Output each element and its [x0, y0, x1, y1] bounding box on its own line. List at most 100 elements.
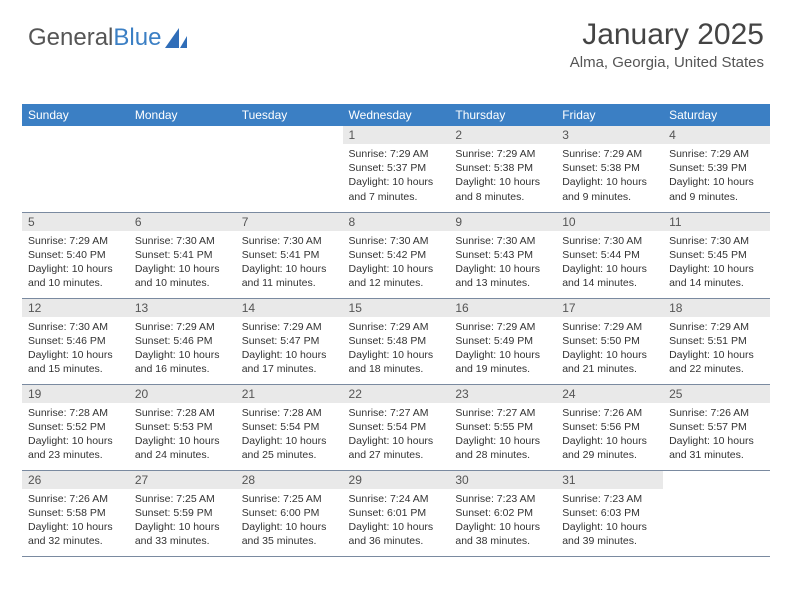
day-number: 20 — [129, 385, 236, 403]
calendar-day-cell: 25Sunrise: 7:26 AMSunset: 5:57 PMDayligh… — [663, 384, 770, 470]
sunrise-text: Sunrise: 7:29 AM — [669, 320, 764, 334]
day-number: 1 — [343, 126, 450, 144]
sunset-text: Sunset: 5:58 PM — [28, 506, 123, 520]
calendar-day-cell: 1Sunrise: 7:29 AMSunset: 5:37 PMDaylight… — [343, 126, 450, 212]
sunrise-text: Sunrise: 7:26 AM — [669, 406, 764, 420]
sunset-text: Sunset: 5:55 PM — [455, 420, 550, 434]
calendar-day-cell: 26Sunrise: 7:26 AMSunset: 5:58 PMDayligh… — [22, 470, 129, 556]
day-details: Sunrise: 7:26 AMSunset: 5:56 PMDaylight:… — [556, 403, 663, 467]
day-details: Sunrise: 7:29 AMSunset: 5:49 PMDaylight:… — [449, 317, 556, 381]
day-number: 29 — [343, 471, 450, 489]
daylight-text: Daylight: 10 hours and 38 minutes. — [455, 520, 550, 548]
calendar-week-row: 12Sunrise: 7:30 AMSunset: 5:46 PMDayligh… — [22, 298, 770, 384]
calendar-day-cell: 13Sunrise: 7:29 AMSunset: 5:46 PMDayligh… — [129, 298, 236, 384]
day-number: 21 — [236, 385, 343, 403]
daylight-text: Daylight: 10 hours and 14 minutes. — [562, 262, 657, 290]
day-number: 31 — [556, 471, 663, 489]
day-details: Sunrise: 7:29 AMSunset: 5:38 PMDaylight:… — [449, 144, 556, 208]
daylight-text: Daylight: 10 hours and 29 minutes. — [562, 434, 657, 462]
calendar-day-cell: 15Sunrise: 7:29 AMSunset: 5:48 PMDayligh… — [343, 298, 450, 384]
calendar-day-cell: 2Sunrise: 7:29 AMSunset: 5:38 PMDaylight… — [449, 126, 556, 212]
day-details: Sunrise: 7:30 AMSunset: 5:42 PMDaylight:… — [343, 231, 450, 295]
calendar-day-cell — [663, 470, 770, 556]
calendar-day-cell: 27Sunrise: 7:25 AMSunset: 5:59 PMDayligh… — [129, 470, 236, 556]
sunrise-text: Sunrise: 7:30 AM — [349, 234, 444, 248]
day-number: 10 — [556, 213, 663, 231]
day-details: Sunrise: 7:29 AMSunset: 5:38 PMDaylight:… — [556, 144, 663, 208]
calendar-day-cell: 5Sunrise: 7:29 AMSunset: 5:40 PMDaylight… — [22, 212, 129, 298]
calendar-day-cell: 21Sunrise: 7:28 AMSunset: 5:54 PMDayligh… — [236, 384, 343, 470]
day-details: Sunrise: 7:29 AMSunset: 5:39 PMDaylight:… — [663, 144, 770, 208]
sunrise-text: Sunrise: 7:25 AM — [242, 492, 337, 506]
sunrise-text: Sunrise: 7:29 AM — [349, 147, 444, 161]
day-details — [22, 144, 129, 151]
day-details — [236, 144, 343, 151]
calendar-day-cell: 22Sunrise: 7:27 AMSunset: 5:54 PMDayligh… — [343, 384, 450, 470]
daylight-text: Daylight: 10 hours and 12 minutes. — [349, 262, 444, 290]
calendar-day-cell: 7Sunrise: 7:30 AMSunset: 5:41 PMDaylight… — [236, 212, 343, 298]
weekday-header: Thursday — [449, 104, 556, 126]
sunset-text: Sunset: 6:00 PM — [242, 506, 337, 520]
calendar-day-cell: 29Sunrise: 7:24 AMSunset: 6:01 PMDayligh… — [343, 470, 450, 556]
sunrise-text: Sunrise: 7:29 AM — [669, 147, 764, 161]
calendar-day-cell — [22, 126, 129, 212]
daylight-text: Daylight: 10 hours and 10 minutes. — [28, 262, 123, 290]
daylight-text: Daylight: 10 hours and 15 minutes. — [28, 348, 123, 376]
day-number: 4 — [663, 126, 770, 144]
day-details — [129, 144, 236, 151]
day-number: 13 — [129, 299, 236, 317]
calendar-day-cell: 8Sunrise: 7:30 AMSunset: 5:42 PMDaylight… — [343, 212, 450, 298]
calendar-table: Sunday Monday Tuesday Wednesday Thursday… — [22, 104, 770, 557]
sunrise-text: Sunrise: 7:29 AM — [562, 320, 657, 334]
sunset-text: Sunset: 5:49 PM — [455, 334, 550, 348]
day-number: 11 — [663, 213, 770, 231]
day-details: Sunrise: 7:23 AMSunset: 6:03 PMDaylight:… — [556, 489, 663, 553]
sunrise-text: Sunrise: 7:29 AM — [562, 147, 657, 161]
sunset-text: Sunset: 5:54 PM — [242, 420, 337, 434]
sunrise-text: Sunrise: 7:30 AM — [562, 234, 657, 248]
daylight-text: Daylight: 10 hours and 8 minutes. — [455, 175, 550, 203]
sunset-text: Sunset: 5:59 PM — [135, 506, 230, 520]
calendar-day-cell: 11Sunrise: 7:30 AMSunset: 5:45 PMDayligh… — [663, 212, 770, 298]
sunset-text: Sunset: 5:48 PM — [349, 334, 444, 348]
daylight-text: Daylight: 10 hours and 21 minutes. — [562, 348, 657, 376]
sunrise-text: Sunrise: 7:30 AM — [669, 234, 764, 248]
sunrise-text: Sunrise: 7:27 AM — [349, 406, 444, 420]
day-number: 19 — [22, 385, 129, 403]
day-number: 2 — [449, 126, 556, 144]
calendar-day-cell: 10Sunrise: 7:30 AMSunset: 5:44 PMDayligh… — [556, 212, 663, 298]
sunrise-text: Sunrise: 7:29 AM — [455, 320, 550, 334]
sunset-text: Sunset: 5:38 PM — [562, 161, 657, 175]
day-number: 17 — [556, 299, 663, 317]
day-details: Sunrise: 7:25 AMSunset: 5:59 PMDaylight:… — [129, 489, 236, 553]
weekday-header: Saturday — [663, 104, 770, 126]
sunrise-text: Sunrise: 7:30 AM — [455, 234, 550, 248]
logo: GeneralBlue — [28, 24, 191, 52]
daylight-text: Daylight: 10 hours and 27 minutes. — [349, 434, 444, 462]
calendar-day-cell: 31Sunrise: 7:23 AMSunset: 6:03 PMDayligh… — [556, 470, 663, 556]
daylight-text: Daylight: 10 hours and 31 minutes. — [669, 434, 764, 462]
calendar-day-cell: 16Sunrise: 7:29 AMSunset: 5:49 PMDayligh… — [449, 298, 556, 384]
logo-text-general: General — [28, 24, 113, 52]
day-number: 14 — [236, 299, 343, 317]
calendar-day-cell: 23Sunrise: 7:27 AMSunset: 5:55 PMDayligh… — [449, 384, 556, 470]
calendar-day-cell: 14Sunrise: 7:29 AMSunset: 5:47 PMDayligh… — [236, 298, 343, 384]
day-details: Sunrise: 7:30 AMSunset: 5:46 PMDaylight:… — [22, 317, 129, 381]
day-number: 16 — [449, 299, 556, 317]
sunset-text: Sunset: 5:47 PM — [242, 334, 337, 348]
calendar-week-row: 26Sunrise: 7:26 AMSunset: 5:58 PMDayligh… — [22, 470, 770, 556]
day-number: 27 — [129, 471, 236, 489]
calendar-day-cell: 19Sunrise: 7:28 AMSunset: 5:52 PMDayligh… — [22, 384, 129, 470]
sunrise-text: Sunrise: 7:27 AM — [455, 406, 550, 420]
weekday-header: Monday — [129, 104, 236, 126]
sunset-text: Sunset: 5:38 PM — [455, 161, 550, 175]
weekday-header: Friday — [556, 104, 663, 126]
sunset-text: Sunset: 5:43 PM — [455, 248, 550, 262]
sunset-text: Sunset: 6:03 PM — [562, 506, 657, 520]
calendar-day-cell: 3Sunrise: 7:29 AMSunset: 5:38 PMDaylight… — [556, 126, 663, 212]
day-details: Sunrise: 7:28 AMSunset: 5:52 PMDaylight:… — [22, 403, 129, 467]
sunset-text: Sunset: 5:56 PM — [562, 420, 657, 434]
day-details: Sunrise: 7:23 AMSunset: 6:02 PMDaylight:… — [449, 489, 556, 553]
day-details: Sunrise: 7:30 AMSunset: 5:44 PMDaylight:… — [556, 231, 663, 295]
day-number: 25 — [663, 385, 770, 403]
